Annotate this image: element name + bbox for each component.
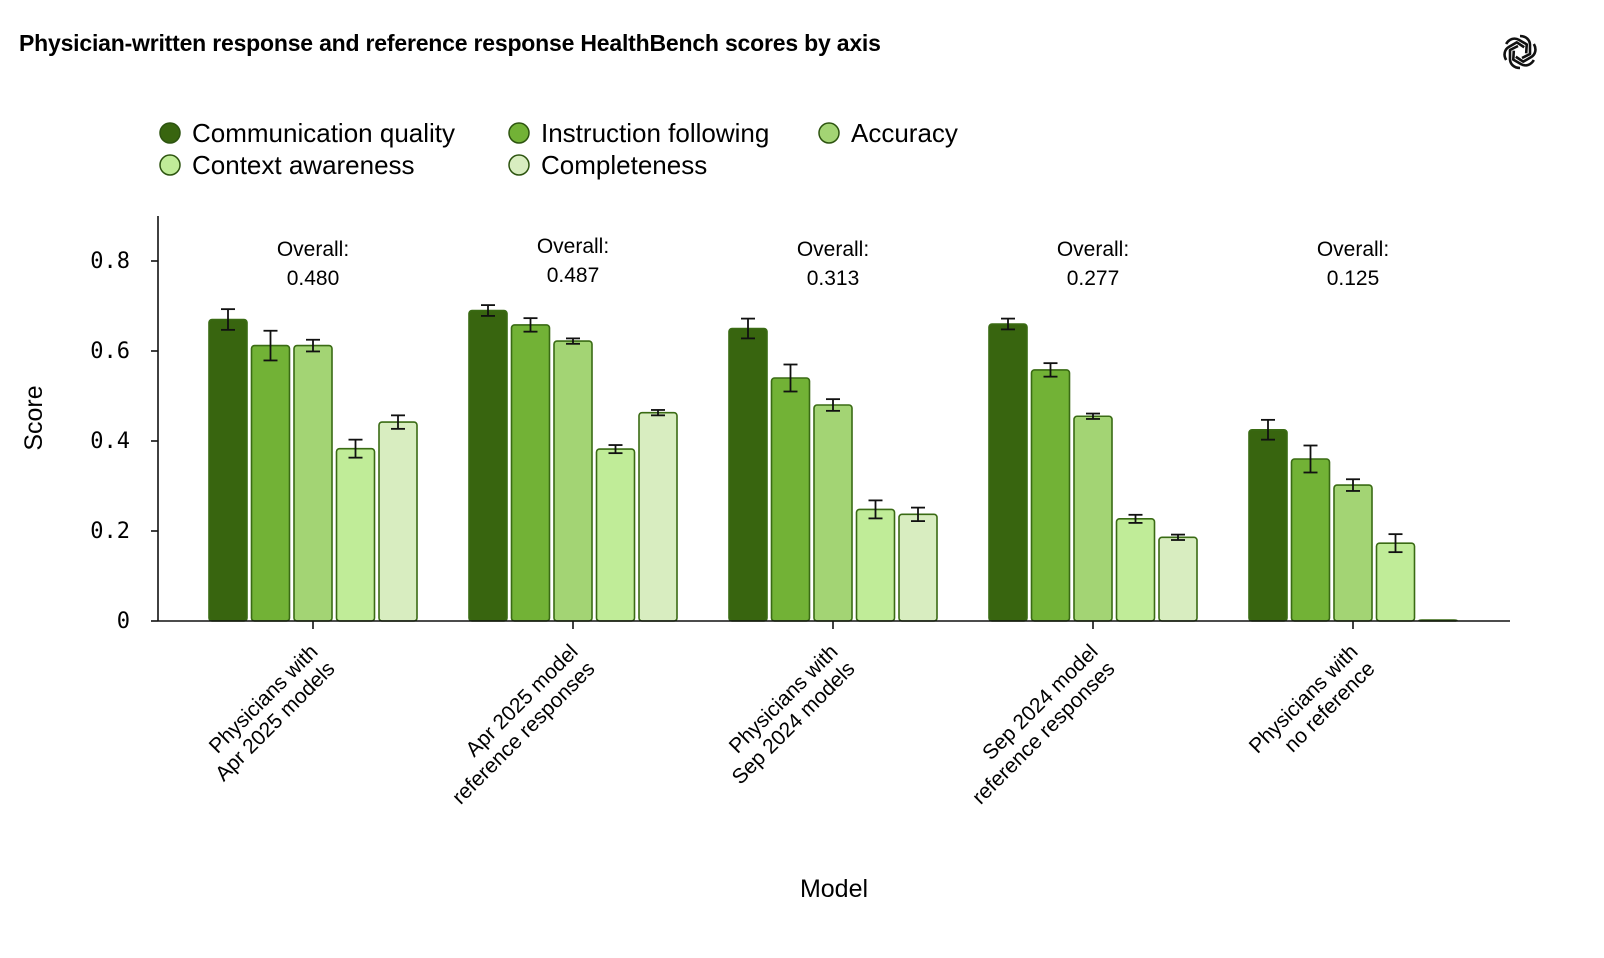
- legend-marker: [159, 122, 181, 144]
- bar: [250, 344, 291, 622]
- bar: [293, 344, 333, 622]
- bar: [728, 327, 768, 622]
- x-axis-title: Model: [800, 875, 868, 903]
- bar: [1333, 484, 1373, 622]
- legend-marker: [159, 154, 181, 176]
- legend-label: Completeness: [541, 150, 707, 180]
- bar: [335, 447, 376, 622]
- bar: [1073, 415, 1113, 622]
- overall-value: 0.487: [547, 264, 600, 287]
- x-tick-label: Sep 2024 modelreference responses: [951, 640, 1120, 809]
- x-tick-label: Physicians withApr 2025 models: [194, 640, 339, 785]
- openai-logo-icon: [1499, 34, 1541, 70]
- bar: [510, 324, 551, 622]
- x-tick-label-line: reference responses: [968, 657, 1120, 809]
- overall-label: Overall:: [797, 238, 869, 261]
- x-tick-label: Physicians withSep 2024 models: [711, 640, 860, 789]
- legend-marker: [508, 154, 530, 176]
- bar: [988, 323, 1028, 622]
- y-tick-label: 0.4: [90, 429, 130, 454]
- x-tick-label: Physicians withno reference: [1245, 640, 1380, 775]
- overall-label: Overall:: [1057, 238, 1129, 261]
- overall-label: Overall:: [277, 238, 349, 261]
- legend-label: Instruction following: [541, 118, 769, 148]
- legend-label: Communication quality: [192, 118, 455, 148]
- overall-value: 0.125: [1327, 267, 1380, 290]
- chart-title: Physician-written response and reference…: [19, 30, 881, 56]
- x-tick-label: Apr 2025 modelreference responses: [431, 640, 600, 809]
- y-tick-label: 0: [117, 609, 130, 634]
- bar: [1375, 542, 1416, 622]
- y-axis-title: Score: [20, 385, 48, 450]
- x-tick-label-line: reference responses: [448, 657, 600, 809]
- bar: [898, 513, 938, 622]
- overall-value: 0.313: [807, 267, 860, 290]
- y-tick-label: 0.8: [90, 249, 130, 274]
- legend-label: Accuracy: [851, 118, 958, 148]
- bar: [770, 377, 811, 622]
- bar: [638, 411, 678, 622]
- bar: [468, 309, 508, 622]
- bar: [1115, 518, 1156, 622]
- bar: [1158, 536, 1198, 622]
- overall-label: Overall:: [537, 235, 609, 258]
- bar: [855, 508, 896, 622]
- bar: [1290, 458, 1331, 622]
- bar: [378, 421, 418, 622]
- bar: [208, 318, 248, 622]
- overall-value: 0.480: [287, 267, 340, 290]
- bar: [1030, 369, 1071, 622]
- legend-marker: [818, 122, 840, 144]
- y-tick-label: 0.2: [90, 519, 130, 544]
- legend-marker: [508, 122, 530, 144]
- overall-label: Overall:: [1317, 238, 1389, 261]
- y-tick-label: 0.6: [90, 339, 130, 364]
- bar: [1248, 428, 1288, 622]
- bar: [813, 404, 853, 622]
- bar: [595, 448, 636, 622]
- overall-value: 0.277: [1067, 267, 1120, 290]
- bar: [553, 340, 593, 622]
- legend-label: Context awareness: [192, 150, 415, 180]
